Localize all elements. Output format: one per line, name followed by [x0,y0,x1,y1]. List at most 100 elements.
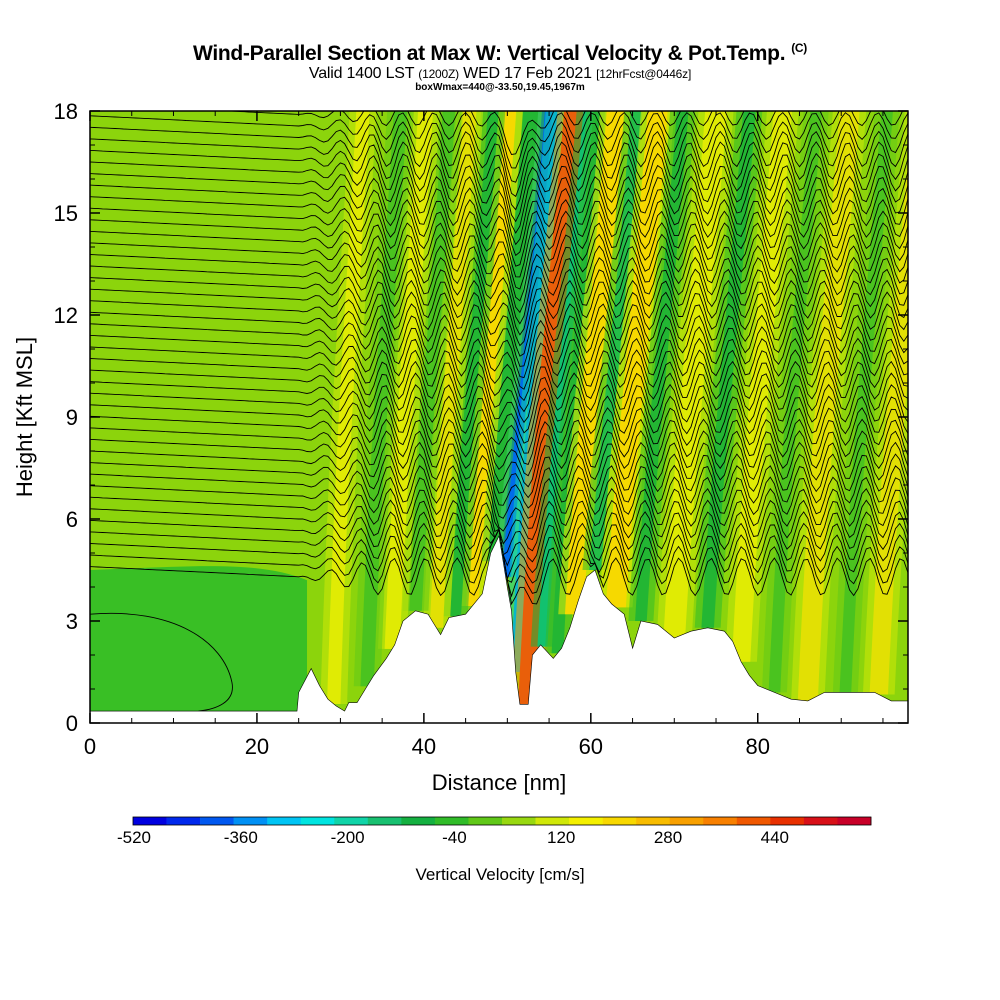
colorbar-swatch [267,817,302,825]
isentrope-line [90,349,908,413]
y-tick-label: 9 [66,405,78,430]
isentrope-line [90,383,908,444]
colorbar-swatch [401,817,436,825]
velocity-band-halo [656,111,734,638]
velocity-band-halo [628,111,696,621]
x-axis-title: Distance [nm] [432,770,567,795]
colorbar-swatch [133,817,167,825]
colorbar-tick-label: 280 [654,828,682,847]
isentrope-line [90,187,908,257]
colorbar-swatch [502,817,536,825]
isentrope-line [90,407,908,465]
colorbar-swatch [803,817,838,825]
copyright-mark: (C) [791,41,807,55]
isentrope-line [90,488,908,545]
isentrope-line [90,453,908,509]
y-tick-label: 0 [66,711,78,736]
colorbar-tick-label: -520 [117,828,151,847]
isentrope-low [90,612,233,712]
colorbar-swatch [837,817,872,825]
colorbar-swatch [468,817,503,825]
x-tick-label: 20 [245,734,269,759]
isentrope-line [90,233,908,302]
isentrope-line [90,395,908,454]
isentrope-line [90,152,908,223]
x-tick-label: 0 [84,734,96,759]
isentrope-line [90,164,908,234]
isentrope-line [90,291,908,357]
colorbar-swatch [535,817,570,825]
isentrope-line [90,360,908,424]
colorbar-swatch [334,817,369,825]
y-tick-label: 18 [54,99,78,124]
colorbar-swatch [233,817,268,825]
colorbar-title: Vertical Velocity [cm/s] [415,865,584,884]
colorbar-swatch [200,817,234,825]
colorbar-tick-label: 120 [547,828,575,847]
zulu-time: (1200Z) [418,67,459,81]
x-tick-label: 40 [412,734,436,759]
low-level-region [90,566,308,723]
isentrope-line [90,372,908,434]
terrain-mask [90,535,908,723]
isentrope-line [90,418,908,477]
isentrope-line [220,111,904,156]
plot-area [90,111,908,723]
isentrope-line [90,222,908,290]
valid-date: WED 17 Feb 2021 [463,65,592,82]
isentrope-line [90,337,908,402]
colorbar-tick-label: -360 [224,828,258,847]
chart-title-block: Wind-Parallel Section at Max W: Vertical… [0,36,1000,93]
isentrope-line [90,303,908,367]
colorbar-tick-label: -200 [331,828,365,847]
y-tick-label: 3 [66,609,78,634]
colorbar-tick-label: 440 [761,828,789,847]
chart-subtitle: Valid 1400 LST (1200Z) WED 17 Feb 2021 [… [0,66,1000,82]
y-tick-label: 6 [66,507,78,532]
isentrope-line [90,256,908,325]
y-tick-label: 15 [54,201,78,226]
colorbar-swatch [602,817,637,825]
isentrope-line [90,326,908,390]
box-wmax-line: boxWmax=440@-33.50,19.45,1967m [415,82,585,93]
isentrope-line [90,175,908,246]
isentrope-line [90,464,908,519]
colorbar-swatch [736,817,771,825]
y-tick-label: 12 [54,303,78,328]
colorbar-swatch [300,817,335,825]
title-text: Wind-Parallel Section at Max W: Vertical… [193,42,786,65]
colorbar-swatch [434,817,469,825]
valid-time: Valid 1400 LST [308,65,415,82]
colorbar: -520 -360 -200 -40 120 280 440 Vertical Velocit… [117,816,872,884]
isentrope-line [90,130,908,198]
colorbar-swatch [166,817,201,825]
colorbar-tick-label: -40 [442,828,467,847]
isentrope-line [90,245,908,314]
isentrope-line [90,210,908,278]
isentrope-line [90,141,908,211]
velocity-band-halo [725,111,799,662]
isentrope-line [90,430,908,488]
x-tick-label: 80 [746,734,770,759]
velocity-band-halo [832,111,900,693]
colorbar-swatch [770,817,805,825]
forecast-info: [12hrFcst@0446z] [596,67,692,81]
y-axis-title: Height [Kft MSL] [12,337,37,497]
colorbar-swatch [669,817,704,825]
chart-title: Wind-Parallel Section at Max W: Vertical… [0,36,1000,66]
colorbar-swatch [703,817,738,825]
colorbar-frame [132,816,872,826]
isentrope-line [90,111,908,169]
isentrope-line [90,476,908,532]
colorbar-swatch [367,817,402,825]
isentrope-line [90,314,908,379]
x-tick-label: 60 [579,734,603,759]
isentrope-line [90,441,908,499]
colorbar-swatch [569,817,603,825]
isentrope-line [90,279,908,347]
isentrope-line [90,268,908,336]
isentrope-line [90,121,908,183]
colorbar-swatch [636,817,671,825]
isentrope-line [90,199,908,267]
